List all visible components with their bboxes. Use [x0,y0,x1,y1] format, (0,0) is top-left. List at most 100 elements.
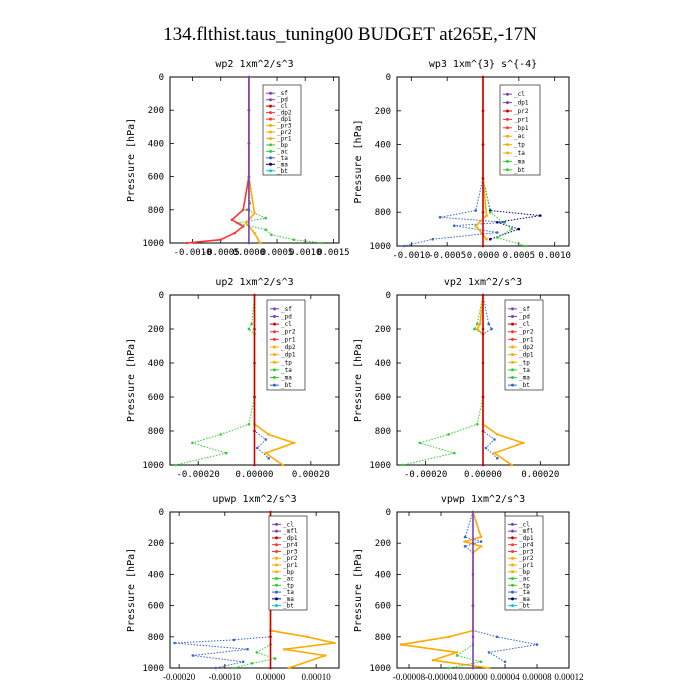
legend-marker [511,597,514,601]
x-tick-label: 0.0000 [233,248,266,258]
legend-marker [506,151,509,155]
data-point [253,231,256,235]
y-axis-label: Pressure [hPa] [126,118,137,202]
legend-marker [511,536,514,540]
legend-marker [511,345,514,349]
y-axis-label: Pressure [hPa] [126,548,137,632]
legend-entry: _dp1 [519,535,534,542]
legend-entry: _ac [277,148,288,155]
data-point [496,231,499,234]
data-point [471,573,475,576]
legend-marker [275,583,278,587]
data-point [471,541,475,545]
y-tick-label: 400 [148,359,164,369]
legend-marker [275,529,278,533]
data-point [481,177,485,180]
legend-entry: _tp [281,359,292,366]
legend-marker [273,330,276,334]
legend-marker [275,556,278,560]
x-tick-label: 0.00000 [464,470,502,480]
legend-marker [506,101,509,105]
y-tick-label: 1000 [142,664,164,674]
data-point [282,648,286,651]
data-point [232,666,236,670]
series-line-tp [463,511,538,663]
legend-marker [275,522,278,526]
x-tick-label: 0.00004 [490,672,520,682]
legend-entry: _tp [519,359,530,366]
data-point [255,446,259,450]
legend-marker [511,570,514,574]
data-point [455,654,459,657]
plot-frame [169,76,340,244]
y-tick-label: 400 [375,359,391,369]
legend-entry: _tp [519,582,530,589]
data-point [510,227,513,231]
data-point [191,654,195,657]
legend-marker [273,376,276,380]
data-point [485,237,488,241]
legend-entry: _pr1 [283,562,298,569]
data-point [247,327,251,331]
legend-marker [269,98,272,102]
legend-marker [275,570,278,574]
y-tick-label: 1000 [369,664,391,674]
data-point [247,142,251,145]
legend-box [266,299,306,391]
data-point [264,451,268,455]
legend-marker [511,529,514,533]
legend-marker [269,169,272,173]
legend-entry: _pr1 [514,116,529,123]
legend-marker [511,383,514,387]
x-tick-label: -0.0010 [392,251,430,261]
data-point [214,666,217,670]
legend-marker [511,360,514,364]
data-point [476,327,479,331]
x-tick-label: -0.00020 [176,470,219,480]
data-point [174,463,177,467]
legend-marker [506,126,509,130]
legend-entry: _pr2 [519,555,534,562]
legend-entry: _pd [281,313,292,320]
legend-entry: _dp1 [281,352,296,359]
data-point [258,241,262,245]
legend-marker [506,109,509,113]
legend-entry: _dp1 [277,116,292,123]
data-point [241,225,245,228]
legend-entry: _ta [283,589,294,596]
legend-marker [511,376,514,380]
y-tick-label: 400 [375,570,391,580]
legend-entry: _tp [283,582,294,589]
legend-entry: _bp1 [514,125,529,132]
data-point [255,651,259,654]
legend-marker [506,134,509,138]
data-point [333,641,336,645]
data-point [447,433,450,436]
x-tick-label: 0.00020 [521,470,559,480]
x-tick-label: 0.00008 [522,672,552,682]
y-tick-label: 200 [375,107,391,117]
data-point [230,218,234,222]
data-point [247,208,251,212]
y-tick-label: 200 [148,106,164,116]
series-line-dp1 [175,294,255,466]
legend-box [504,515,544,611]
data-point [471,604,475,607]
legend-entry: _pr2 [514,108,529,115]
data-point [479,540,483,543]
data-point [447,666,451,670]
data-point [481,244,485,248]
data-point [287,666,291,670]
y-axis-label: Pressure [hPa] [353,338,364,422]
legend-marker [511,604,514,608]
data-point [481,75,485,79]
data-point [479,660,483,664]
x-tick-label: -0.00010 [209,672,242,682]
legend-entry: _sf [277,90,288,97]
legend-entry: _sf [281,306,292,313]
data-point [535,643,539,646]
legend-marker [511,353,514,357]
data-point [253,361,256,365]
data-point [245,208,248,212]
legend-marker [511,314,514,318]
